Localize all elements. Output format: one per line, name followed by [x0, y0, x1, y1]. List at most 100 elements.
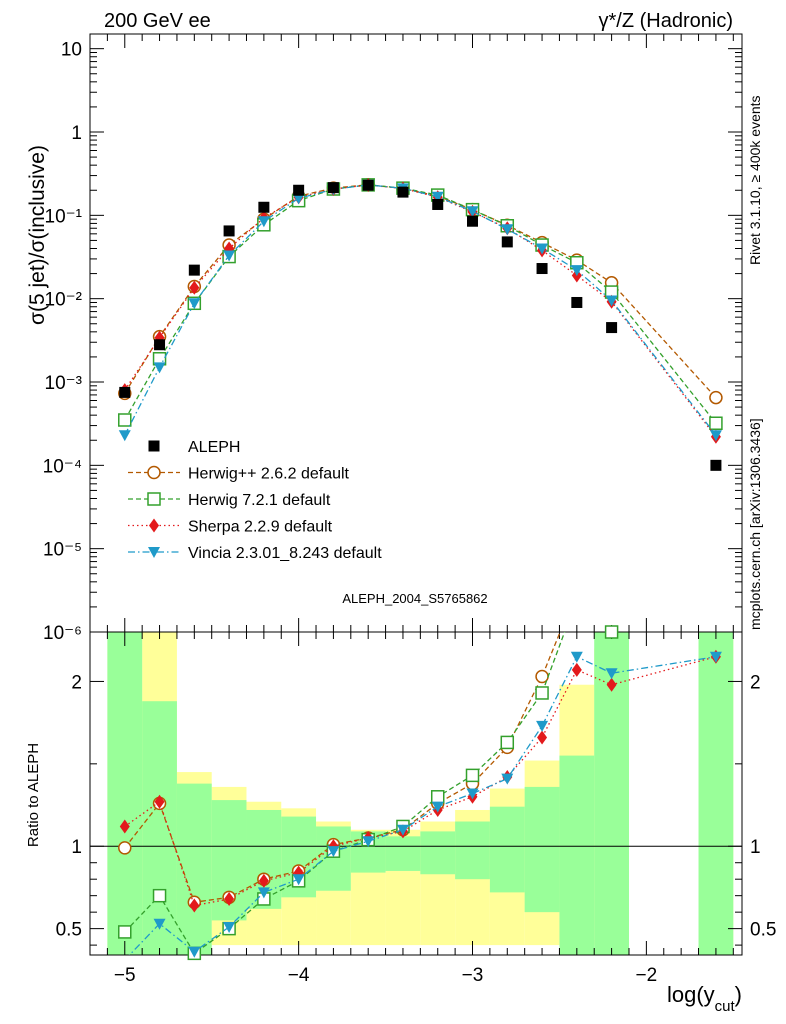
main-point-aleph: [467, 215, 479, 227]
main-point-aleph: [536, 263, 548, 275]
legend-marker-series-1: [147, 492, 161, 506]
band-green-10: [455, 821, 490, 880]
ratio-point-series-2: [224, 891, 235, 906]
main-point-aleph: [293, 184, 305, 196]
main-ytick-label: 1: [71, 123, 82, 144]
main-point-aleph: [154, 339, 166, 351]
main-axes: 10 1 10⁻¹ 10⁻² 10⁻³ 10⁻⁴ 10⁻⁵ 10⁻⁶: [43, 33, 743, 644]
ratio-point-series-3: [327, 846, 340, 858]
ratio-line-series-0: [124, 632, 561, 903]
x-axis-title: log(ycut): [667, 982, 742, 1015]
main-line-series-3: [124, 184, 717, 436]
main-line-series-1: [124, 184, 717, 424]
ratio-ytick-label: 0.5: [56, 920, 82, 941]
analysis-label: ALEPH_2004_S5765862: [342, 591, 487, 606]
ratio-axes: 0.5 0.5 1 1 2 2 −5 −4 −3 −2: [56, 631, 776, 986]
xtick-label: −3: [462, 965, 484, 986]
xtick-label: −4: [288, 965, 310, 986]
header-process-label: γ*/Z (Hadronic): [599, 10, 733, 32]
main-point-series-3: [118, 430, 131, 442]
ratio-line-series-1: [124, 632, 616, 955]
ratio-point-series-2: [258, 873, 269, 888]
legend-marker-aleph: [148, 440, 160, 452]
main-ytick-label: 10⁻⁴: [43, 456, 82, 477]
mcplots-label: mcplots.cern.ch [arXiv:1306.3436]: [747, 418, 763, 630]
main-frame: [89, 33, 743, 633]
main-ytick-label: 10⁻³: [45, 373, 83, 394]
ratio-ytick-label-right: 2: [750, 672, 761, 693]
band-green-6: [316, 826, 351, 891]
main-point-aleph: [188, 264, 200, 276]
ratio-ytick-label: 1: [71, 837, 82, 858]
band-green-9: [420, 831, 456, 875]
ratio-point-series-1: [430, 790, 445, 804]
rivet-version-label: Rivet 3.1.10, ≥ 400k events: [747, 95, 763, 265]
main-point-aleph: [501, 236, 513, 248]
ratio-ytick-label-right: 0.5: [750, 920, 776, 941]
main-ytick-label: 10⁻²: [45, 290, 83, 311]
main-point-aleph: [362, 179, 374, 191]
main-point-series-1: [118, 413, 132, 427]
main-point-series-1: [709, 416, 723, 430]
legend-label-series-1: Herwig 7.2.1 default: [188, 492, 331, 509]
legend-label-series-0: Herwig++ 2.6.2 default: [188, 466, 350, 483]
main-point-series-3: [466, 206, 479, 218]
ratio-y-axis-title: Ratio to ALEPH: [25, 743, 42, 847]
ratio-point-series-1: [465, 768, 480, 783]
main-ytick-label: 10⁻⁶: [43, 623, 82, 644]
ratio-line-series-2: [124, 656, 717, 907]
ratio-point-series-3: [536, 720, 549, 732]
main-point-series-0: [709, 390, 723, 405]
ratio-point-series-3: [396, 824, 409, 836]
ratio-point-series-2: [189, 898, 200, 913]
band-green-12: [524, 786, 560, 913]
main-point-series-3: [431, 191, 444, 203]
main-y-axis-title: σ(5 jet)/σ(inclusive): [26, 145, 49, 325]
ratio-point-series-3: [466, 788, 479, 800]
main-point-series-3: [605, 295, 618, 307]
ratio-uncertainty-bands: [107, 632, 734, 955]
main-line-series-0: [124, 184, 717, 399]
ratio-point-series-3: [292, 874, 305, 886]
ratio-point-series-1: [152, 888, 167, 903]
ratio-point-series-2: [606, 677, 617, 692]
ratio-point-series-2: [537, 730, 548, 745]
legend-label-series-2: Sherpa 2.2.9 default: [188, 519, 333, 536]
main-point-series-3: [153, 362, 166, 374]
ratio-point-series-1: [500, 735, 515, 750]
x-axis-title-closing-paren: ): [735, 982, 742, 1007]
ratio-point-series-3: [362, 836, 375, 848]
main-point-aleph: [710, 459, 722, 471]
main-point-series-3: [292, 193, 305, 205]
main-series-group: [118, 177, 723, 471]
ratio-point-series-1: [604, 625, 619, 639]
ratio-line-series-3: [128, 655, 717, 955]
ratio-point-series-2: [119, 819, 130, 834]
ratio-point-series-3: [605, 668, 618, 680]
xtick-label: −2: [636, 965, 658, 986]
ratio-point-series-3: [709, 651, 722, 663]
ratio-point-series-2: [571, 662, 582, 677]
main-point-series-3: [709, 430, 722, 442]
main-point-aleph: [223, 225, 235, 237]
ratio-ytick-label: 2: [71, 672, 82, 693]
ratio-frame: [89, 631, 743, 956]
legend: ALEPH Herwig++ 2.6.2 default Herwig 7.2.1 …: [128, 439, 382, 562]
band-green-16: [698, 632, 734, 955]
legend-marker-series-2: [149, 518, 159, 533]
x-axis-title-subscript: cut: [715, 998, 736, 1015]
ratio-point-series-3: [153, 918, 166, 930]
ratio-point-series-3: [188, 946, 201, 958]
legend-marker-series-3: [148, 547, 160, 558]
band-green-13: [559, 755, 595, 955]
main-point-aleph: [571, 296, 583, 308]
main-point-series-3: [501, 224, 514, 236]
ratio-point-series-1: [535, 686, 549, 700]
main-point-series-2: [189, 280, 200, 295]
main-point-aleph: [606, 322, 618, 334]
main-point-aleph: [327, 182, 339, 194]
band-green-1: [142, 701, 177, 955]
main-point-series-3: [188, 298, 201, 310]
ratio-point-series-3: [257, 887, 270, 899]
band-green-2: [176, 783, 212, 955]
